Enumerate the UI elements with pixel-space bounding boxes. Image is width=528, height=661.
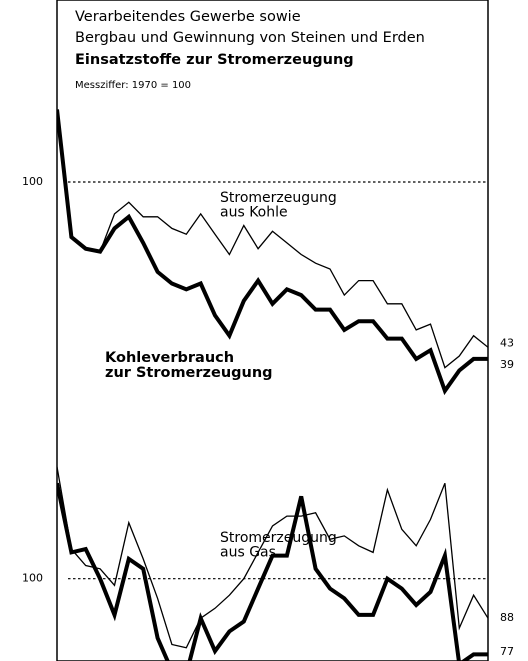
series-line <box>57 482 488 661</box>
series-line <box>57 109 488 396</box>
series-label: Kohleverbrauch zur Stromerzeugung <box>105 350 273 381</box>
series-label-line: Stromerzeugung <box>220 530 337 546</box>
frame <box>56 0 489 661</box>
title-line: Bergbau und Gewinnung von Steinen und Er… <box>75 30 425 46</box>
plot-area <box>57 466 488 661</box>
series-label-line: aus Gas <box>220 545 276 561</box>
series-label: Stromerzeugung aus Kohle <box>220 190 337 221</box>
subtitle: Einsatzstoffe zur Stromerzeugung <box>75 52 354 68</box>
note: Messziffer: 1970 = 100 <box>75 80 191 91</box>
series-label: Stromerzeugung aus Gas <box>220 530 337 561</box>
series-label-line: zur Stromerzeugung <box>105 365 273 381</box>
series-label-line: aus Kohle <box>220 205 288 221</box>
end-value-label: 43 <box>500 336 514 349</box>
series-label-line: Stromerzeugung <box>220 190 337 206</box>
plot-area <box>57 109 488 396</box>
end-value-label: 77 <box>500 645 514 658</box>
end-value-label: 88 <box>500 611 514 624</box>
end-value-label: 39 <box>500 358 514 371</box>
y-tick-label: 100 <box>22 572 43 585</box>
series-line <box>99 201 488 369</box>
series-line <box>57 466 488 649</box>
series-label-line: Kohleverbrauch <box>105 350 234 366</box>
title-line: Verarbeitendes Gewerbe sowie <box>75 9 301 25</box>
y-tick-label: 100 <box>22 175 43 188</box>
